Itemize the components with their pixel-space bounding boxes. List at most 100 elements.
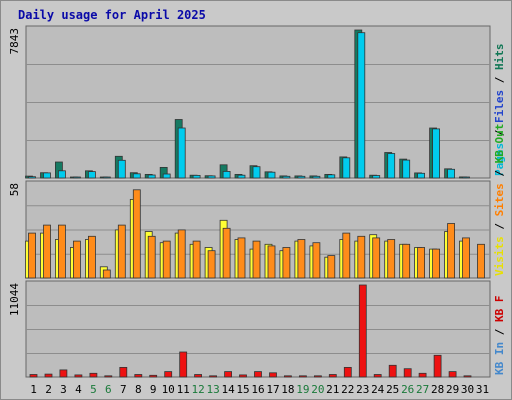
bar-middle-sites-day-29 bbox=[447, 223, 456, 279]
bar-middle-sites-day-1 bbox=[28, 232, 36, 279]
bar-middle-sites-day-26 bbox=[402, 243, 411, 279]
bar-middle-sites-day-14 bbox=[222, 227, 231, 279]
bar-bottom-kb-f-day-20 bbox=[313, 375, 322, 378]
x-tick-label-day-12: 12 bbox=[191, 383, 204, 396]
legend-separator: / bbox=[493, 123, 506, 143]
bar-top-pages-day-8 bbox=[132, 173, 141, 179]
x-tick-label-day-7: 7 bbox=[120, 383, 127, 396]
bar-bottom-kb-f-day-24 bbox=[373, 374, 382, 378]
bar-bottom-kb-f-day-25 bbox=[388, 364, 397, 378]
bar-top-pages-day-10 bbox=[162, 173, 171, 179]
bar-bottom-kb-f-day-8 bbox=[134, 374, 143, 378]
bar-middle-sites-day-5 bbox=[88, 235, 96, 279]
bar-bottom-kb-f-day-30 bbox=[463, 375, 472, 378]
legend-item-visits: Visits bbox=[493, 236, 506, 276]
x-tick-label-day-30: 30 bbox=[461, 383, 474, 396]
bar-bottom-kb-f-day-19 bbox=[298, 375, 307, 378]
bar-bottom-kb-f-day-21 bbox=[328, 374, 337, 378]
x-tick-label-day-17: 17 bbox=[266, 383, 279, 396]
legend-item-pages: Pages bbox=[493, 143, 506, 176]
x-tick-label-day-13: 13 bbox=[206, 383, 219, 396]
bar-middle-sites-day-21 bbox=[327, 255, 336, 279]
legend-separator: / bbox=[493, 216, 506, 236]
bar-middle-sites-day-23 bbox=[357, 235, 366, 279]
bar-bottom-kb-f-day-22 bbox=[343, 366, 352, 378]
bar-bottom-kb-f-day-6 bbox=[104, 375, 113, 378]
x-tick-label-day-15: 15 bbox=[236, 383, 249, 396]
bar-bottom-kb-f-day-2 bbox=[44, 373, 53, 378]
bar-bottom-kb-f-day-15 bbox=[239, 374, 247, 378]
x-tick-label-day-25: 25 bbox=[386, 383, 399, 396]
bar-bottom-kb-f-day-17 bbox=[269, 372, 277, 378]
x-tick-label-day-8: 8 bbox=[135, 383, 142, 396]
bar-top-pages-day-13 bbox=[207, 175, 216, 179]
bar-top-pages-day-22 bbox=[342, 157, 351, 179]
bar-middle-sites-day-19 bbox=[297, 239, 306, 279]
bar-top-pages-day-2 bbox=[43, 172, 51, 179]
bar-middle-sites-day-9 bbox=[147, 235, 156, 279]
x-tick-label-day-24: 24 bbox=[371, 383, 385, 396]
chart-title: Daily usage for April 2025 bbox=[18, 8, 206, 22]
x-tick-label-day-20: 20 bbox=[311, 383, 324, 396]
bar-bottom-kb-f-day-18 bbox=[283, 375, 292, 378]
x-tick-label-day-22: 22 bbox=[341, 383, 354, 396]
bar-top-pages-day-12 bbox=[192, 174, 201, 179]
bar-bottom-kb-f-day-28 bbox=[433, 354, 442, 378]
bar-top-pages-day-30 bbox=[462, 176, 470, 179]
bar-top-pages-day-11 bbox=[177, 127, 186, 179]
bar-middle-sites-day-15 bbox=[237, 237, 246, 279]
x-tick-label-day-10: 10 bbox=[162, 383, 175, 396]
bar-middle-sites-day-16 bbox=[252, 240, 261, 279]
bar-bottom-kb-f-day-9 bbox=[149, 374, 158, 378]
x-tick-label-day-11: 11 bbox=[177, 383, 190, 396]
x-tick-label-day-29: 29 bbox=[446, 383, 459, 396]
bar-bottom-kb-f-day-16 bbox=[254, 371, 262, 378]
bar-middle-sites-day-24 bbox=[372, 237, 381, 279]
bar-top-pages-day-3 bbox=[58, 170, 66, 179]
bar-bottom-kb-f-day-23 bbox=[358, 284, 367, 378]
bar-top-pages-day-15 bbox=[237, 174, 246, 179]
bar-top-pages-day-17 bbox=[267, 171, 276, 179]
bar-middle-sites-day-7 bbox=[117, 224, 126, 279]
bar-middle-sites-day-22 bbox=[342, 232, 351, 279]
bar-middle-sites-day-31 bbox=[477, 243, 485, 279]
panel-bottom-y-max-label: 11044 bbox=[8, 283, 21, 316]
bar-top-pages-day-27 bbox=[417, 172, 426, 179]
bar-top-pages-day-7 bbox=[117, 159, 126, 179]
bar-middle-sites-day-8 bbox=[132, 189, 141, 279]
x-tick-label-day-16: 16 bbox=[251, 383, 264, 396]
bar-top-pages-day-9 bbox=[147, 174, 156, 179]
bar-bottom-kb-f-day-29 bbox=[448, 371, 457, 378]
panel-middle-y-max-label: 58 bbox=[8, 183, 21, 196]
x-tick-label-day-23: 23 bbox=[356, 383, 369, 396]
bar-middle-sites-day-4 bbox=[73, 240, 81, 279]
bar-middle-sites-day-30 bbox=[462, 237, 470, 279]
bar-bottom-kb-f-day-11 bbox=[179, 351, 188, 378]
bar-bottom-kb-f-day-27 bbox=[418, 372, 427, 378]
x-tick-label-day-6: 6 bbox=[105, 383, 112, 396]
panel-top-y-max-label: 7843 bbox=[8, 28, 21, 55]
bar-bottom-kb-f-day-13 bbox=[209, 375, 218, 378]
legend-item-kb-out: KB Out bbox=[493, 124, 506, 164]
x-tick-label-day-21: 21 bbox=[326, 383, 339, 396]
bar-middle-sites-day-28 bbox=[432, 248, 441, 279]
bar-top-pages-day-29 bbox=[447, 168, 456, 179]
bar-middle-sites-day-13 bbox=[207, 250, 216, 279]
bar-middle-sites-day-27 bbox=[417, 247, 426, 279]
bar-middle-sites-day-3 bbox=[58, 224, 66, 279]
bar-top-pages-day-6 bbox=[102, 176, 111, 179]
x-tick-label-day-18: 18 bbox=[281, 383, 294, 396]
bar-top-pages-day-28 bbox=[432, 128, 441, 179]
bar-top-pages-day-25 bbox=[387, 153, 396, 179]
legend-separator: / bbox=[493, 322, 506, 342]
bar-bottom-kb-f-day-14 bbox=[224, 371, 233, 378]
bar-middle-sites-day-25 bbox=[387, 239, 396, 279]
bar-top-pages-day-23 bbox=[357, 32, 366, 179]
panel-bottom-legend: KB In / KB F bbox=[493, 296, 506, 376]
bar-top-pages-day-5 bbox=[88, 171, 96, 179]
legend-item-hits: Hits bbox=[493, 44, 506, 71]
bar-middle-sites-day-6 bbox=[102, 269, 111, 279]
bar-middle-sites-day-18 bbox=[282, 247, 291, 279]
bar-middle-sites-day-20 bbox=[312, 242, 321, 279]
